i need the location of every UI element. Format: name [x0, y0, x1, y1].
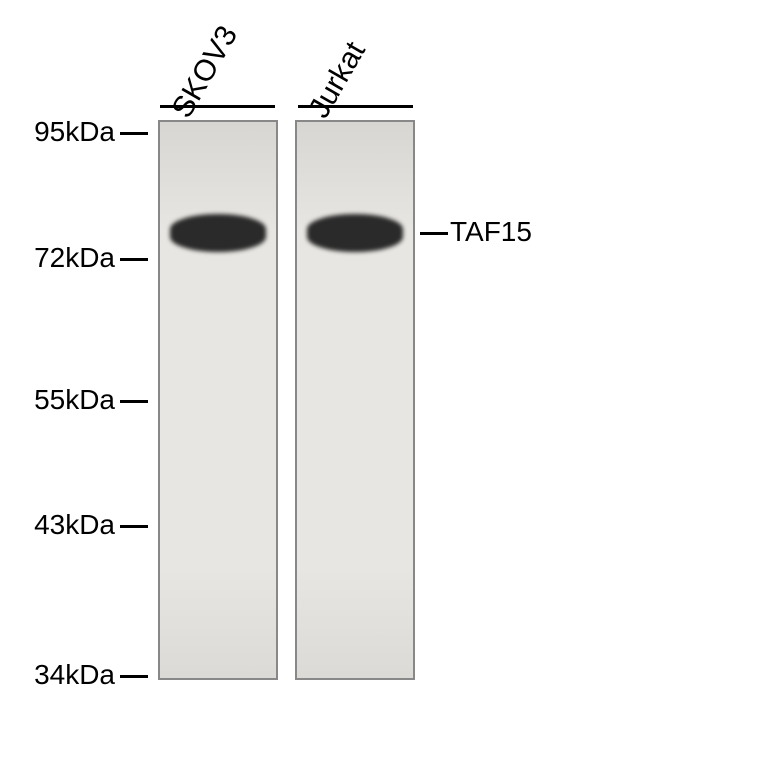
blot-lane-jurkat — [295, 120, 415, 680]
protein-band — [307, 214, 403, 252]
marker-label: 95kDa — [15, 116, 115, 148]
protein-band — [170, 214, 266, 252]
marker-tick — [120, 258, 148, 261]
marker-tick — [120, 400, 148, 403]
lane-header-skov3: SKOV3 — [166, 20, 245, 124]
target-tick — [420, 232, 448, 235]
marker-tick — [120, 675, 148, 678]
lane-gradient — [297, 122, 413, 678]
lane-header-label: Jurkat — [303, 36, 372, 123]
lane-underline — [160, 105, 275, 108]
lane-gradient — [160, 122, 276, 678]
marker-label: 55kDa — [15, 384, 115, 416]
target-protein-label: TAF15 — [450, 216, 532, 248]
lane-header-label: SKOV3 — [166, 20, 245, 123]
lane-header-jurkat: Jurkat — [303, 36, 373, 124]
lane-underline — [298, 105, 413, 108]
blot-lane-skov3 — [158, 120, 278, 680]
marker-label: 43kDa — [15, 509, 115, 541]
marker-label: 34kDa — [15, 659, 115, 691]
marker-tick — [120, 525, 148, 528]
marker-tick — [120, 132, 148, 135]
marker-label: 72kDa — [15, 242, 115, 274]
western-blot-figure: SKOV3 Jurkat 95kDa 72kDa 55kDa 43kDa 34k… — [120, 120, 670, 720]
